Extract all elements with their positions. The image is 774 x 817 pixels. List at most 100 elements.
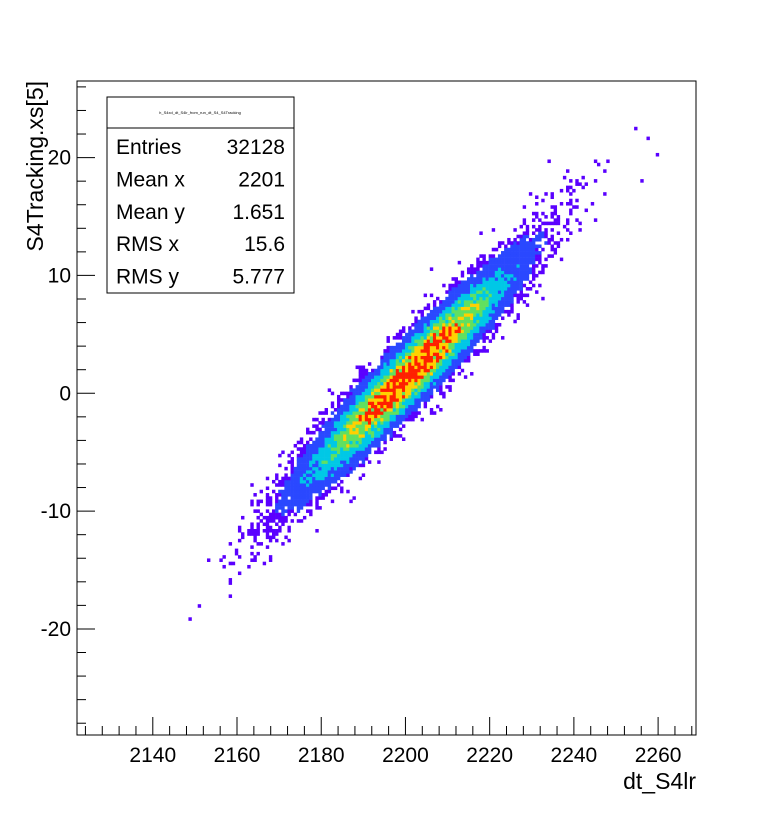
heatmap-cell bbox=[445, 385, 449, 389]
heatmap-cell bbox=[501, 257, 505, 262]
heatmap-cell bbox=[364, 453, 369, 458]
heatmap-cell bbox=[457, 293, 462, 298]
heatmap-cell bbox=[312, 470, 316, 474]
heatmap-cell bbox=[556, 221, 561, 226]
heatmap-cell bbox=[315, 496, 319, 500]
heatmap-cell bbox=[429, 267, 434, 271]
heatmap-cell bbox=[460, 270, 465, 275]
heatmap-cell bbox=[389, 404, 393, 409]
heatmap-cell bbox=[429, 362, 434, 366]
heatmap-cell bbox=[491, 277, 496, 281]
heatmap-cell bbox=[470, 322, 474, 327]
heatmap-cell bbox=[488, 283, 493, 288]
heatmap-cell bbox=[290, 470, 294, 474]
heatmap-cell bbox=[371, 421, 375, 425]
heatmap-cell bbox=[538, 218, 542, 222]
heatmap-cell bbox=[355, 365, 359, 370]
heatmap-cell bbox=[395, 434, 400, 438]
heatmap-cell bbox=[383, 368, 387, 373]
heatmap-cell bbox=[290, 466, 294, 471]
heatmap-cell bbox=[538, 283, 542, 288]
heatmap-cell bbox=[429, 378, 434, 383]
heatmap-cell bbox=[457, 316, 462, 321]
heatmap-cell bbox=[256, 499, 260, 504]
heatmap-cell bbox=[504, 264, 508, 268]
heatmap-cell bbox=[355, 394, 359, 399]
heatmap-cell bbox=[361, 368, 366, 373]
heatmap-cell bbox=[398, 378, 403, 383]
heatmap-cell bbox=[454, 280, 458, 285]
heatmap-cell bbox=[408, 339, 412, 343]
heatmap-cell bbox=[634, 126, 638, 131]
heatmap-cell bbox=[355, 463, 359, 468]
heatmap-cell bbox=[343, 434, 347, 438]
heatmap-cell bbox=[364, 404, 369, 409]
heatmap-cell bbox=[457, 329, 462, 334]
heatmap-cell bbox=[491, 300, 496, 304]
heatmap-cell bbox=[361, 450, 366, 455]
heatmap-cell bbox=[374, 385, 378, 389]
heatmap-cell bbox=[364, 427, 369, 432]
heatmap-cell bbox=[312, 447, 316, 451]
heatmap-cell bbox=[374, 391, 378, 396]
heatmap-cell bbox=[389, 375, 393, 379]
heatmap-cell bbox=[522, 218, 527, 222]
heatmap-cell bbox=[454, 316, 458, 321]
heatmap-cell bbox=[494, 303, 499, 307]
heatmap-cell bbox=[287, 509, 291, 513]
heatmap-cell bbox=[439, 322, 443, 327]
heatmap-cell bbox=[411, 332, 415, 337]
heatmap-cell bbox=[488, 277, 493, 281]
heatmap-cell bbox=[355, 457, 359, 461]
heatmap-cell bbox=[426, 391, 431, 396]
heatmap-cell bbox=[420, 319, 424, 324]
heatmap-cell bbox=[408, 349, 412, 353]
heatmap-cell bbox=[470, 316, 474, 321]
heatmap-cell bbox=[367, 430, 372, 435]
heatmap-cell bbox=[268, 528, 273, 533]
heatmap-cell bbox=[349, 427, 353, 432]
heatmap-cell bbox=[371, 443, 375, 448]
heatmap-cell bbox=[349, 437, 353, 441]
heatmap-cell bbox=[343, 443, 347, 448]
heatmap-cell bbox=[340, 447, 344, 451]
heatmap-cell bbox=[389, 381, 393, 386]
heatmap-cell bbox=[330, 463, 335, 468]
heatmap-cell bbox=[463, 345, 468, 350]
heatmap-cell bbox=[383, 411, 387, 415]
heatmap-cell bbox=[398, 345, 403, 350]
heatmap-cell bbox=[417, 326, 421, 330]
heatmap-cell bbox=[346, 430, 350, 435]
heatmap-cell bbox=[389, 385, 393, 389]
heatmap-cell bbox=[445, 296, 449, 301]
heatmap-cell bbox=[491, 306, 496, 311]
heatmap-cell bbox=[429, 381, 434, 386]
heatmap-cell bbox=[346, 460, 350, 464]
heatmap-cell bbox=[352, 450, 356, 455]
heatmap-cell bbox=[479, 306, 483, 311]
heatmap-cell bbox=[553, 208, 558, 213]
heatmap-cell bbox=[398, 372, 403, 376]
heatmap-cell bbox=[448, 362, 452, 366]
heatmap-cell bbox=[414, 401, 418, 406]
heatmap-cell bbox=[330, 434, 335, 438]
heatmap-cell bbox=[321, 473, 325, 477]
heatmap-cell bbox=[593, 218, 598, 222]
heatmap-cell bbox=[439, 408, 443, 412]
heatmap-cell bbox=[386, 414, 390, 419]
heatmap-cell bbox=[432, 358, 437, 363]
heatmap-cell bbox=[309, 430, 313, 435]
heatmap-cell bbox=[237, 571, 242, 576]
heatmap-cell bbox=[426, 322, 431, 327]
heatmap-cell bbox=[324, 411, 328, 415]
heatmap-cell bbox=[488, 257, 493, 262]
heatmap-cell bbox=[352, 427, 356, 432]
heatmap-cell bbox=[306, 470, 310, 474]
heatmap-cell bbox=[330, 440, 335, 445]
heatmap-cell bbox=[504, 283, 508, 288]
heatmap-cell bbox=[466, 326, 471, 330]
heatmap-cell bbox=[473, 326, 477, 330]
heatmap-cell bbox=[361, 398, 366, 402]
heatmap-cell bbox=[417, 372, 421, 376]
heatmap-cell bbox=[247, 532, 251, 536]
